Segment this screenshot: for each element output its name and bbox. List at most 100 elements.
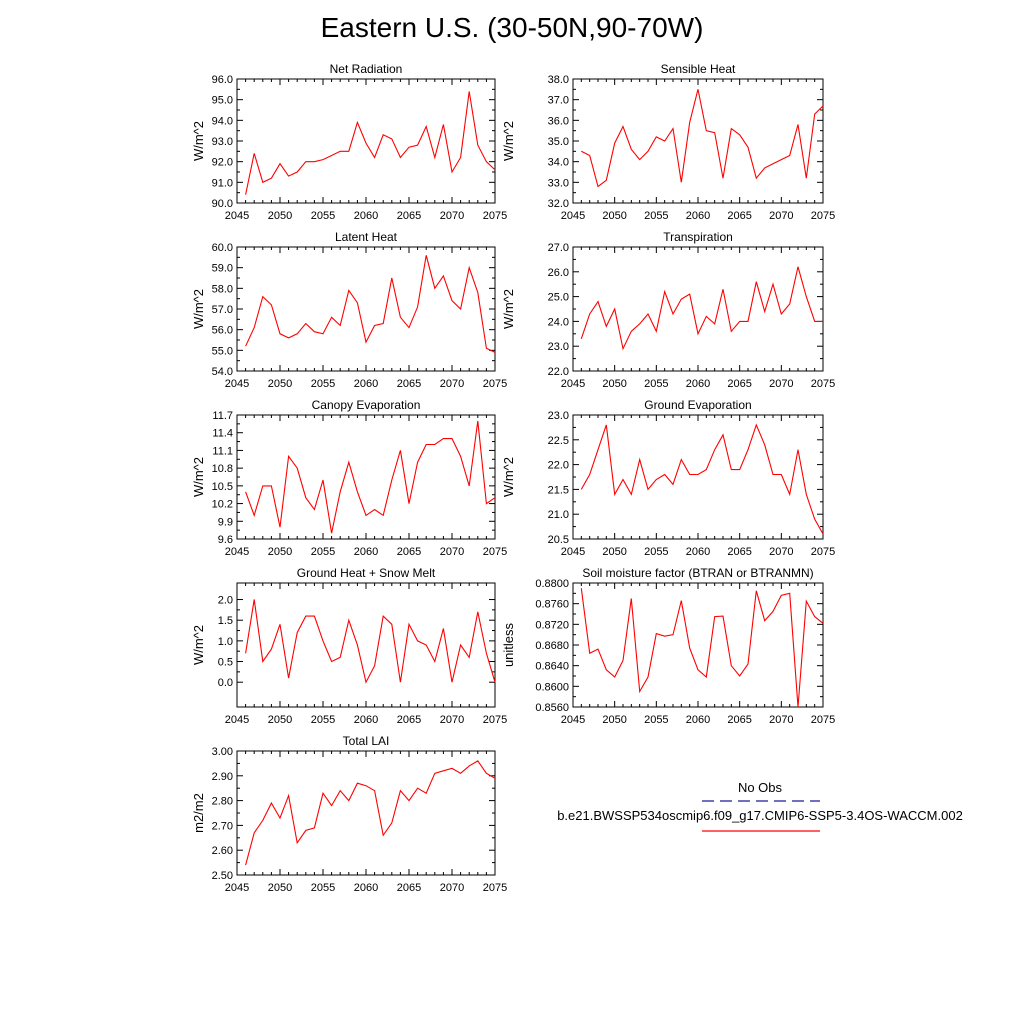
x-tick-label: 2045 [225, 378, 249, 390]
y-axis-label: W/m^2 [191, 457, 206, 497]
y-tick-label: 0.8640 [535, 661, 569, 673]
y-axis-label: W/m^2 [191, 121, 206, 161]
x-tick-label: 2075 [483, 546, 507, 558]
y-tick-label: 55.0 [212, 345, 233, 357]
y-tick-label: 20.5 [548, 534, 569, 546]
y-tick-label: 0.8600 [535, 681, 569, 693]
plot-frame [572, 78, 824, 204]
x-tick-label: 2070 [440, 882, 464, 894]
chart-title: Soil moisture factor (BTRAN or BTRANMN) [582, 566, 813, 580]
y-tick-label: 9.6 [218, 534, 233, 546]
y-tick-label: 27.0 [548, 242, 569, 254]
x-tick-label: 2065 [727, 210, 751, 222]
y-tick-label: 91.0 [212, 177, 233, 189]
x-tick-label: 2070 [769, 210, 793, 222]
x-tick-label: 2065 [727, 378, 751, 390]
x-tick-label: 2070 [769, 546, 793, 558]
y-tick-label: 2.70 [212, 820, 233, 832]
chart-title: Ground Evaporation [644, 398, 751, 412]
x-tick-label: 2070 [769, 378, 793, 390]
x-tick-label: 2055 [311, 546, 335, 558]
y-axis-label: unitless [501, 622, 516, 667]
x-tick-label: 2055 [644, 210, 668, 222]
y-tick-label: 10.5 [212, 481, 233, 493]
x-tick-label: 2050 [268, 714, 292, 726]
chart-title: Net Radiation [330, 62, 403, 76]
x-tick-label: 2060 [686, 378, 710, 390]
x-tick-label: 2065 [397, 714, 421, 726]
chart-latent-heat: Latent Heat 2045 2050 2055 2060 2065 2070 2075 5… [191, 230, 507, 390]
chart-title: Ground Heat + Snow Melt [297, 566, 436, 580]
y-tick-label: 94.0 [212, 115, 233, 127]
x-tick-label: 2060 [686, 546, 710, 558]
y-tick-label: 25.0 [548, 292, 569, 304]
x-tick-label: 2065 [397, 882, 421, 894]
series-line [245, 255, 496, 353]
y-tick-label: 90.0 [212, 198, 233, 210]
series-line [580, 588, 824, 708]
plot-frame [236, 78, 496, 204]
y-tick-label: 24.0 [548, 316, 569, 328]
x-tick-label: 2070 [440, 378, 464, 390]
x-tick-label: 2075 [811, 546, 835, 558]
y-tick-label: 33.0 [548, 177, 569, 189]
x-tick-label: 2055 [644, 378, 668, 390]
y-tick-label: 9.9 [218, 516, 233, 528]
y-tick-label: 11.4 [212, 428, 233, 440]
y-tick-label: 54.0 [212, 366, 233, 378]
y-tick-label: 58.0 [212, 283, 233, 295]
series-line [245, 599, 496, 684]
chart-title: Sensible Heat [661, 62, 736, 76]
x-tick-label: 2060 [686, 714, 710, 726]
x-tick-label: 2055 [311, 210, 335, 222]
chart-title: Latent Heat [335, 230, 398, 244]
figure-title: Eastern U.S. (30-50N,90-70W) [320, 12, 704, 43]
x-tick-label: 2050 [268, 210, 292, 222]
y-tick-label: 59.0 [212, 263, 233, 275]
y-tick-label: 0.5 [218, 657, 233, 669]
x-tick-label: 2070 [440, 546, 464, 558]
chart-ground-heat-snow-melt: Ground Heat + Snow Melt 2045 2050 2055 2060 2… [191, 566, 507, 726]
y-tick-label: 0.0 [218, 677, 233, 689]
plot-frame [236, 582, 496, 708]
x-tick-label: 2055 [644, 714, 668, 726]
y-tick-label: 2.80 [212, 796, 233, 808]
series-line [580, 266, 823, 351]
y-tick-label: 21.5 [548, 484, 569, 496]
chart-title: Transpiration [663, 230, 733, 244]
chart-net-radiation: Net Radiation 2045 2050 2055 2060 2065 2070 207… [191, 62, 507, 222]
y-tick-label: 37.0 [548, 95, 569, 107]
chart-canopy-evaporation: Canopy Evaporation 2045 2050 2055 2060 2065 20… [191, 398, 507, 558]
y-axis-label: W/m^2 [191, 289, 206, 329]
x-tick-label: 2055 [311, 882, 335, 894]
chart-transpiration: Transpiration 2045 2050 2055 2060 2065 2070 207… [501, 230, 835, 390]
plot-frame [572, 582, 824, 708]
chart-ground-evaporation: Ground Evaporation 2045 2050 2055 2060 2065 20… [501, 398, 835, 558]
x-tick-label: 2075 [811, 714, 835, 726]
y-tick-label: 60.0 [212, 242, 233, 254]
chart-title: Total LAI [343, 734, 390, 748]
y-axis-label: W/m^2 [501, 457, 516, 497]
x-tick-label: 2045 [561, 546, 585, 558]
chart-title: Canopy Evaporation [312, 398, 421, 412]
y-tick-label: 57.0 [212, 304, 233, 316]
x-tick-label: 2075 [811, 210, 835, 222]
y-axis-label: W/m^2 [191, 625, 206, 665]
series-line [580, 423, 824, 535]
y-tick-label: 23.0 [548, 341, 569, 353]
x-tick-label: 2060 [354, 210, 378, 222]
x-tick-label: 2070 [440, 210, 464, 222]
y-tick-label: 21.0 [548, 509, 569, 521]
y-axis-label: W/m^2 [501, 121, 516, 161]
x-tick-label: 2055 [311, 378, 335, 390]
y-tick-label: 11.1 [212, 445, 233, 457]
x-tick-label: 2050 [602, 546, 626, 558]
y-tick-label: 23.0 [548, 410, 569, 422]
x-tick-label: 2065 [397, 210, 421, 222]
x-tick-label: 2050 [268, 882, 292, 894]
y-tick-label: 0.8760 [535, 599, 569, 611]
y-tick-label: 0.8680 [535, 640, 569, 652]
x-tick-label: 2075 [483, 882, 507, 894]
y-tick-label: 2.0 [218, 595, 233, 607]
